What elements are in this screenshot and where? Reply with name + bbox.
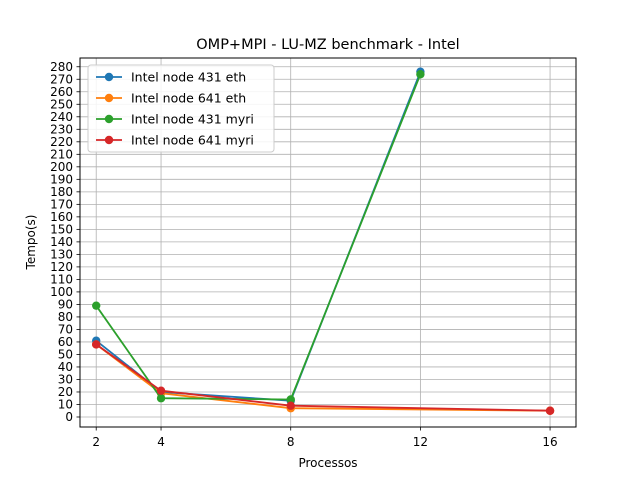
legend-marker (104, 114, 114, 124)
legend-label: Intel node 641 eth (131, 91, 246, 106)
y-tick-label: 150 (50, 222, 73, 236)
y-tick-label: 40 (58, 360, 73, 374)
data-point (92, 301, 101, 310)
legend-item: Intel node 431 eth (96, 70, 246, 85)
series-layer (92, 67, 555, 415)
legend: Intel node 431 eth Intel node 641 eth Inte… (87, 64, 275, 153)
y-tick-label: 30 (58, 372, 73, 386)
x-tick-label: 12 (413, 435, 428, 449)
data-point (156, 386, 166, 395)
y-tick-label: 90 (58, 297, 73, 311)
legend-label: Intel node 641 myri (131, 133, 254, 148)
series-line (95, 343, 551, 412)
y-tick-label: 50 (58, 347, 73, 361)
y-tick-label: 20 (58, 385, 73, 399)
y-tick-label: 250 (50, 97, 73, 111)
y-tick-label: 160 (50, 210, 73, 224)
y-tick-label: 80 (58, 310, 73, 324)
y-tick-label: 140 (50, 235, 73, 249)
legend-label: Intel node 431 eth (131, 70, 246, 85)
y-tick-label: 190 (50, 172, 73, 186)
data-point (156, 394, 166, 403)
series-line (95, 343, 551, 412)
y-tick-label: 70 (58, 322, 73, 336)
y-axis-label: Tempo(s) (24, 215, 38, 271)
y-tick-label: 120 (50, 260, 73, 274)
legend-item: Intel node 431 myri (96, 112, 254, 127)
legend-item: Intel node 641 eth (96, 91, 246, 106)
y-tick-label: 10 (58, 397, 73, 411)
y-tick-label: 240 (50, 110, 73, 124)
y-tick-label: 0 (65, 410, 73, 424)
y-tick-label: 280 (50, 60, 73, 74)
chart-title: OMP+MPI - LU-MZ benchmark - Intel (196, 37, 459, 53)
x-tick-label: 2 (92, 435, 100, 449)
y-tick-label: 230 (50, 122, 73, 136)
data-point (416, 70, 425, 79)
legend-marker (104, 93, 114, 103)
data-point (545, 406, 555, 415)
x-tick-label: 8 (287, 435, 295, 449)
y-tick-label: 180 (50, 185, 73, 199)
y-tick-label: 260 (50, 85, 73, 99)
data-point (286, 401, 295, 410)
y-tick-label: 170 (50, 197, 73, 211)
tick-layer: 0102030405060708090100110120130140150160… (50, 60, 558, 449)
legend-item: Intel node 641 myri (96, 133, 254, 148)
y-tick-label: 100 (50, 285, 73, 299)
legend-marker (104, 135, 114, 145)
y-tick-label: 110 (50, 272, 73, 286)
plot-frame (79, 57, 577, 428)
x-tick-label: 16 (542, 435, 557, 449)
y-tick-label: 220 (50, 135, 73, 149)
y-tick-label: 130 (50, 247, 73, 261)
data-point (92, 340, 101, 349)
y-tick-label: 60 (58, 335, 73, 349)
legend-box (87, 64, 275, 153)
data-point (286, 395, 295, 404)
y-tick-label: 210 (50, 147, 73, 161)
series-group (92, 340, 555, 415)
legend-marker (104, 72, 114, 82)
x-tick-label: 4 (157, 435, 165, 449)
legend-label: Intel node 431 myri (131, 112, 254, 127)
y-tick-label: 270 (50, 72, 73, 86)
y-tick-label: 200 (50, 160, 73, 174)
x-axis-label: Processos (298, 456, 357, 470)
